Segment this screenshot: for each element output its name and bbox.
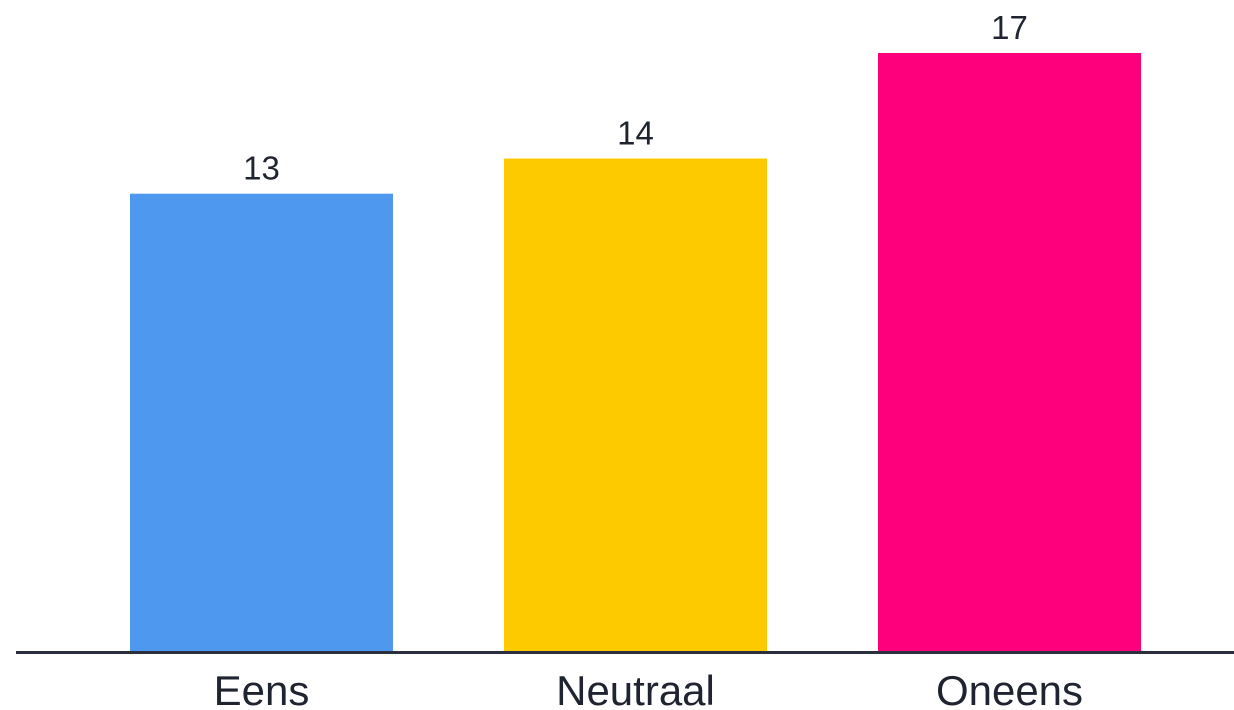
bar-neutraal [504,158,767,651]
value-label-eens: 13 [243,150,280,187]
value-labels-group: 13 14 17 [243,9,1028,187]
bars-group [130,53,1141,652]
category-label-oneens: Oneens [936,667,1083,710]
category-labels-group: Eens Neutraal Oneens [214,667,1083,710]
bar-eens [130,193,393,652]
category-label-eens: Eens [214,667,310,710]
category-label-neutraal: Neutraal [556,667,715,710]
bar-oneens [878,53,1141,651]
value-label-neutraal: 14 [617,115,654,152]
value-label-oneens: 17 [991,9,1028,46]
